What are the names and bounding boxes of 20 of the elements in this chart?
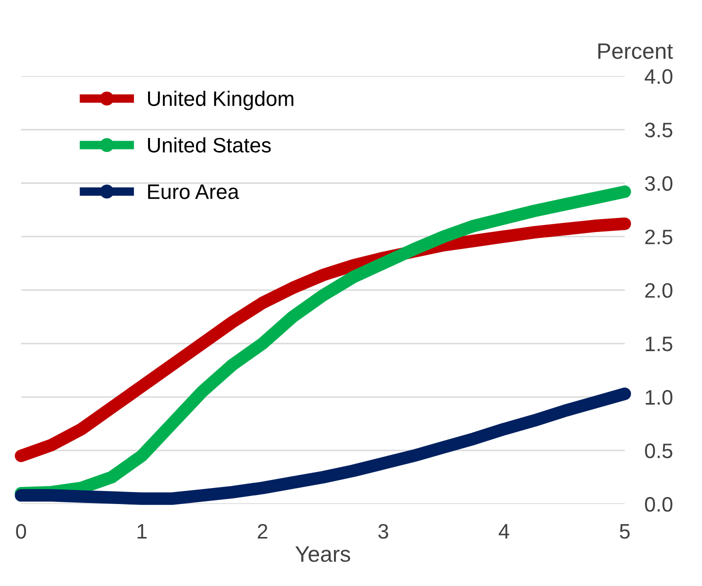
y-tick-label: 1.0 bbox=[646, 390, 672, 405]
legend-label: United Kingdom bbox=[148, 90, 294, 110]
y-tick-label: 4.0 bbox=[644, 69, 672, 84]
y-tick-label: 3.5 bbox=[645, 122, 672, 138]
x-tick-label: 5 bbox=[620, 524, 630, 539]
x-tick-label: 0 bbox=[16, 524, 26, 539]
legend-label: Euro Area bbox=[148, 184, 240, 200]
legend-label: United States bbox=[148, 137, 271, 153]
x-tick-label: 2 bbox=[258, 524, 268, 538]
y-tick-label: 1.5 bbox=[646, 336, 672, 352]
y-tick-label: 0.5 bbox=[645, 443, 672, 458]
x-tick-label: 1 bbox=[138, 524, 147, 538]
y-tick-label: 2.5 bbox=[645, 230, 672, 244]
y-axis-title: Percent bbox=[598, 43, 673, 59]
y-tick-label: 3.0 bbox=[645, 176, 672, 191]
x-tick-label: 4 bbox=[498, 524, 510, 538]
y-tick-label: 0.0 bbox=[645, 496, 672, 512]
x-axis-title: Years bbox=[295, 546, 350, 562]
x-tick-label: 3 bbox=[378, 524, 388, 539]
y-tick-label: 2.0 bbox=[645, 283, 672, 298]
